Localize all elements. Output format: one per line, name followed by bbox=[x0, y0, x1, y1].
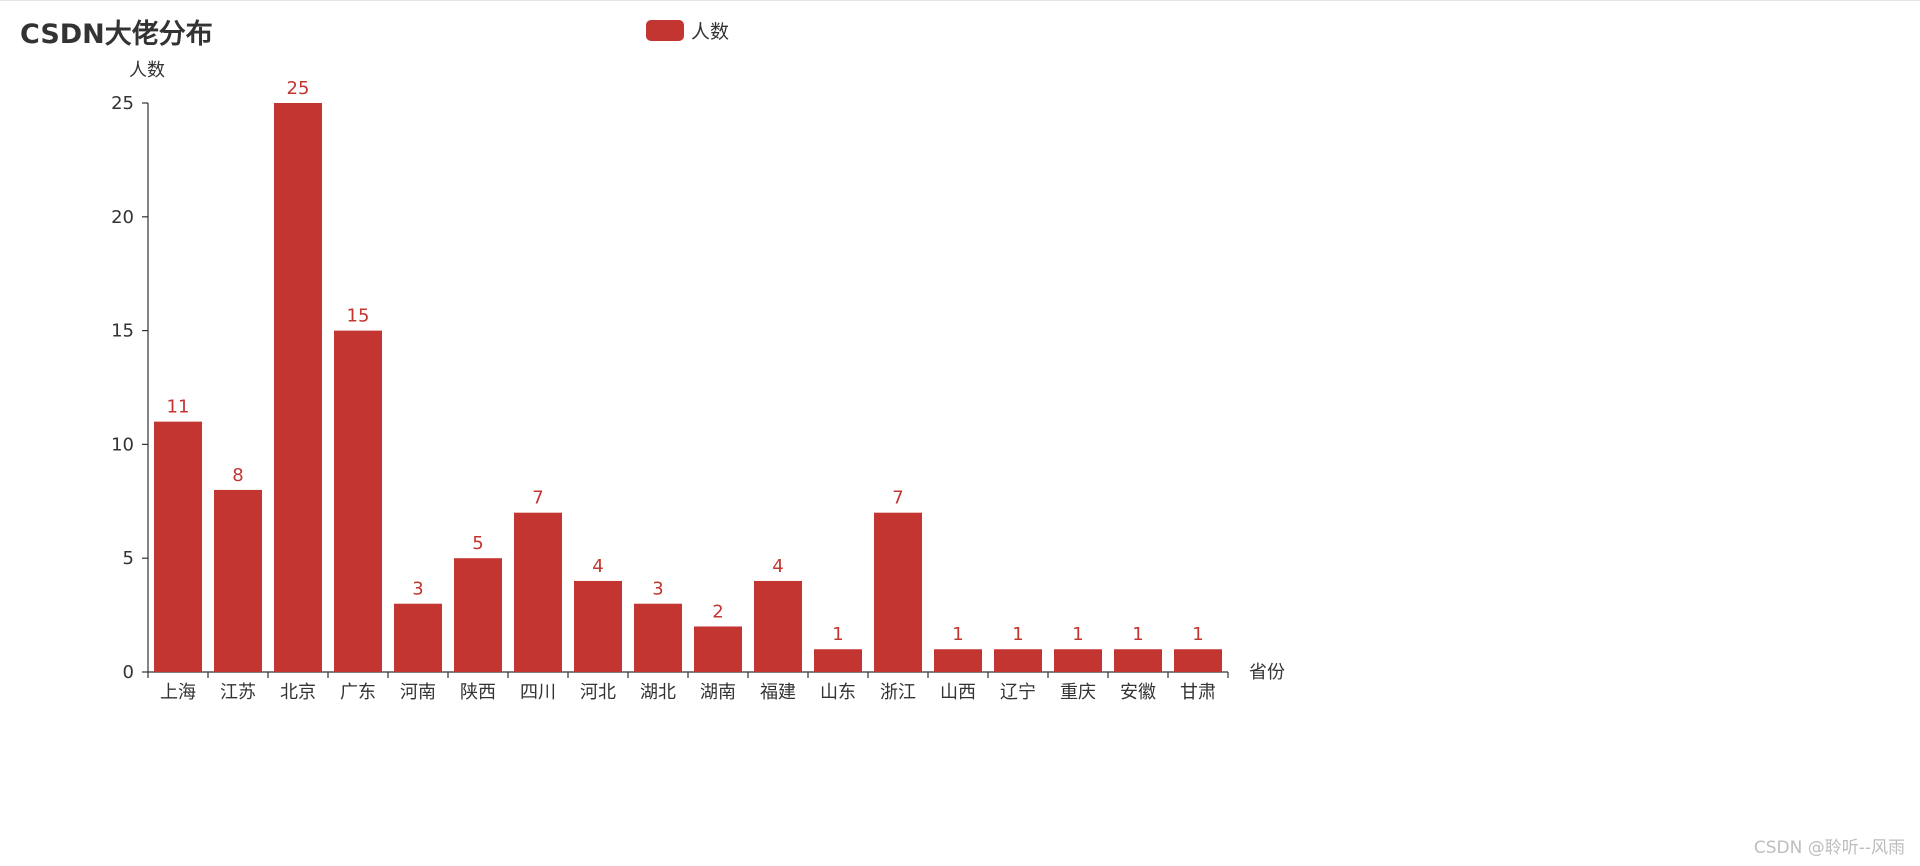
top-divider bbox=[0, 0, 1920, 1]
x-tick-label: 河南 bbox=[400, 682, 436, 703]
legend-swatch bbox=[646, 20, 684, 41]
bar-value-label: 1 bbox=[1192, 624, 1203, 645]
y-tick-label: 25 bbox=[111, 93, 134, 114]
x-tick-label: 陕西 bbox=[460, 682, 496, 703]
bar-value-label: 1 bbox=[832, 624, 843, 645]
bar[interactable] bbox=[154, 421, 202, 672]
bar[interactable] bbox=[694, 626, 742, 672]
x-tick-label: 福建 bbox=[760, 682, 796, 703]
y-tick-label: 10 bbox=[111, 434, 134, 455]
x-tick-label: 湖南 bbox=[700, 682, 736, 703]
x-tick-label: 河北 bbox=[580, 682, 616, 703]
bar-value-label: 7 bbox=[532, 488, 543, 509]
bar-value-label: 1 bbox=[1072, 624, 1083, 645]
x-tick-label: 江苏 bbox=[220, 682, 256, 703]
x-tick-label: 浙江 bbox=[880, 682, 916, 703]
x-tick-label: 辽宁 bbox=[1000, 682, 1036, 703]
bar-value-label: 1 bbox=[1012, 624, 1023, 645]
watermark: CSDN @聆听--风雨 bbox=[1753, 838, 1905, 858]
bar[interactable] bbox=[334, 330, 382, 672]
bar-value-label: 2 bbox=[712, 601, 723, 622]
x-tick-label: 四川 bbox=[520, 682, 556, 703]
bar[interactable] bbox=[514, 512, 562, 672]
x-axis-title: 省份 bbox=[1249, 662, 1285, 683]
bar-value-label: 4 bbox=[592, 556, 603, 577]
bar[interactable] bbox=[574, 580, 622, 672]
legend-label: 人数 bbox=[691, 21, 730, 43]
bar[interactable] bbox=[1114, 649, 1162, 672]
bar-value-label: 8 bbox=[232, 465, 243, 486]
x-tick-label: 山西 bbox=[940, 682, 976, 703]
y-axis: 0 5 10 15 20 25 bbox=[111, 93, 149, 683]
y-tick-label: 15 bbox=[111, 321, 134, 342]
x-tick-label: 甘肃 bbox=[1180, 682, 1216, 703]
bar[interactable] bbox=[274, 103, 322, 672]
bar[interactable] bbox=[214, 489, 262, 672]
bar[interactable] bbox=[754, 580, 802, 672]
bar-value-label: 1 bbox=[952, 624, 963, 645]
bar[interactable] bbox=[814, 649, 862, 672]
x-tick-label: 重庆 bbox=[1060, 682, 1096, 703]
x-axis: 上海 江苏 北京 广东 河南 陕西 四川 河北 湖北 湖南 福建 山东 浙江 山西 辽宁 重庆 安徽 甘肃 bbox=[147, 671, 1229, 703]
bar-value-label: 1 bbox=[1132, 624, 1143, 645]
bar[interactable] bbox=[994, 649, 1042, 672]
bar-value-label: 7 bbox=[892, 488, 903, 509]
y-tick-label: 0 bbox=[123, 662, 134, 683]
bar[interactable] bbox=[634, 603, 682, 672]
y-axis-title: 人数 bbox=[129, 60, 165, 81]
bar-value-label: 25 bbox=[287, 78, 310, 99]
bar-value-label: 15 bbox=[347, 306, 370, 327]
x-tick-label: 北京 bbox=[280, 682, 316, 703]
x-tick-label: 上海 bbox=[160, 682, 196, 703]
bar[interactable] bbox=[934, 649, 982, 672]
bar[interactable] bbox=[1174, 649, 1222, 672]
bar-value-label: 11 bbox=[167, 397, 190, 418]
bar-value-label: 3 bbox=[652, 579, 663, 600]
bar[interactable] bbox=[1054, 649, 1102, 672]
chart-title: CSDN大佬分布 bbox=[20, 19, 213, 50]
legend[interactable]: 人数 bbox=[646, 17, 729, 44]
x-tick-label: 安徽 bbox=[1120, 682, 1156, 703]
bar[interactable] bbox=[454, 558, 502, 672]
bar-value-label: 4 bbox=[772, 556, 783, 577]
bar-series bbox=[154, 103, 1222, 672]
bar[interactable] bbox=[874, 512, 922, 672]
bar-value-label: 5 bbox=[472, 533, 483, 554]
x-tick-label: 广东 bbox=[340, 682, 376, 703]
bar[interactable] bbox=[394, 603, 442, 672]
bar-value-label: 3 bbox=[412, 579, 423, 600]
x-tick-label: 山东 bbox=[820, 682, 856, 703]
y-tick-label: 5 bbox=[123, 548, 134, 569]
y-tick-label: 20 bbox=[111, 207, 134, 228]
x-tick-label: 湖北 bbox=[640, 682, 676, 703]
